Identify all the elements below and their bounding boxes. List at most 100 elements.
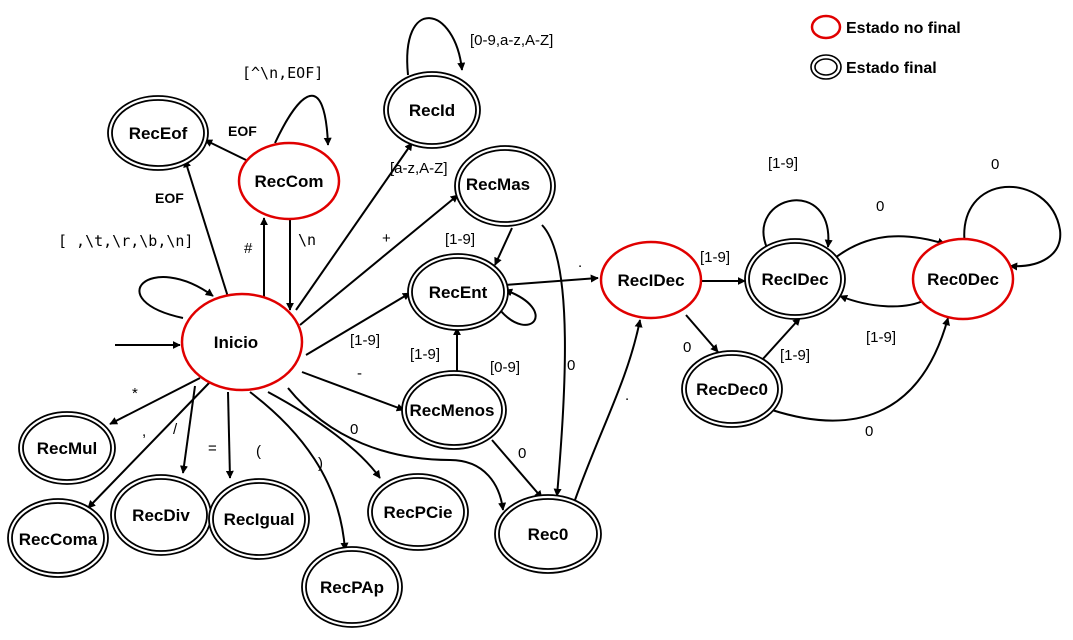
state-recpap[interactable]: RecPAp bbox=[301, 546, 403, 628]
edge-recmas-rec0 bbox=[541, 224, 566, 497]
edge-recdec0-rec0dec bbox=[771, 317, 950, 422]
edge-inicio-recmas bbox=[299, 194, 459, 326]
edge-labels: [ ,\t,\r,\b,\n] EOF EOF [^\n,EOF] # \n [… bbox=[58, 32, 999, 472]
state-label: RecId bbox=[409, 101, 455, 120]
label-recidec-rec0dec: 0 bbox=[876, 198, 884, 215]
label-inicio-reccoma: , bbox=[142, 423, 146, 440]
edge-recent-recidec bbox=[504, 274, 599, 286]
edge-inicio-recpcie bbox=[267, 391, 381, 479]
state-label: RecCom bbox=[255, 172, 324, 191]
edge-inicio-recmul bbox=[109, 377, 201, 425]
state-label: RecPCie bbox=[384, 503, 453, 522]
state-label: RecMas bbox=[466, 175, 530, 194]
edge-inicio-self bbox=[138, 276, 214, 319]
state-recid[interactable]: RecId bbox=[383, 71, 481, 149]
label-reccom-receof: EOF bbox=[228, 123, 257, 139]
label-reccom-self: [^\n,EOF] bbox=[242, 64, 323, 82]
label-recidecnf-recidec: [1-9] bbox=[700, 249, 730, 266]
label-inicio-recigual: = bbox=[208, 440, 217, 457]
label-recdec0-recidec: [1-9] bbox=[780, 347, 810, 364]
edge-recidecnf-recdec0 bbox=[685, 314, 719, 353]
state-recidec-nonfinal[interactable]: RecIDec bbox=[599, 240, 703, 320]
label-inicio-recmas: + bbox=[382, 230, 391, 247]
label-recmas-recent: [1-9] bbox=[445, 231, 475, 248]
edge-rec0dec-self bbox=[963, 186, 1062, 271]
state-reccom[interactable]: RecCom bbox=[237, 141, 341, 221]
edge-recidec-self bbox=[762, 199, 833, 249]
edge-inicio-recpap bbox=[249, 391, 349, 551]
label-reccom-inicio: \n bbox=[298, 231, 316, 249]
edge-inicio-rec0 bbox=[287, 387, 507, 511]
label-recent-self: [0-9] bbox=[490, 359, 520, 376]
edge-recmenos-rec0 bbox=[491, 439, 543, 499]
edge-recent-self bbox=[499, 288, 537, 326]
label-inicio-self: [ ,\t,\r,\b,\n] bbox=[58, 232, 193, 250]
legend-final-symbol bbox=[810, 54, 842, 80]
edge-reccom-receof bbox=[204, 139, 247, 161]
state-label: RecDiv bbox=[132, 506, 190, 525]
state-label: RecMenos bbox=[409, 401, 494, 420]
label-inicio-recpap: ( bbox=[256, 443, 261, 460]
label-recmenos-recent: [1-9] bbox=[410, 346, 440, 363]
label-inicio-recdiv: / bbox=[173, 421, 178, 438]
state-label: RecMul bbox=[37, 439, 97, 458]
state-recmas[interactable]: RecMas bbox=[454, 145, 556, 227]
label-rec0-recidec: . bbox=[625, 387, 629, 404]
state-rec0[interactable]: Rec0 bbox=[494, 494, 602, 574]
label-recmas-rec0: 0 bbox=[567, 357, 575, 374]
label-recid-self: [0-9,a-z,A-Z] bbox=[470, 32, 553, 49]
legend-final-label: Estado final bbox=[846, 60, 937, 77]
label-inicio-receof: EOF bbox=[155, 190, 184, 206]
state-recent[interactable]: RecEnt bbox=[407, 253, 509, 331]
state-label: Rec0Dec bbox=[927, 270, 999, 289]
edge-recid-self bbox=[406, 17, 466, 76]
label-inicio-recid: [a-z,A-Z] bbox=[390, 160, 448, 177]
edge-inicio-recmenos bbox=[301, 371, 405, 412]
state-receof[interactable]: RecEof bbox=[107, 95, 209, 171]
edge-recmas-recent bbox=[494, 227, 513, 266]
state-label: RecEof bbox=[129, 124, 188, 143]
state-recdec0[interactable]: RecDec0 bbox=[681, 350, 783, 428]
state-label: RecEnt bbox=[429, 283, 488, 302]
edge-rec0dec-recidec bbox=[839, 294, 926, 308]
state-recdiv[interactable]: RecDiv bbox=[110, 474, 212, 556]
state-label: Inicio bbox=[214, 333, 258, 352]
state-reccoma[interactable]: RecComa bbox=[7, 498, 109, 578]
edge-inicio-reccoma bbox=[87, 381, 211, 509]
state-recpcie[interactable]: RecPCie bbox=[367, 473, 469, 551]
edge-inicio-receof bbox=[183, 159, 229, 298]
label-recent-recidec: . bbox=[578, 254, 582, 271]
legend-nonfinal-symbol bbox=[810, 14, 842, 40]
edges bbox=[87, 17, 1062, 551]
state-recigual[interactable]: RecIgual bbox=[208, 478, 310, 560]
edge-rec0-recidec bbox=[574, 319, 643, 501]
label-inicio-rec0: 0 bbox=[350, 421, 358, 438]
edge-reccom-self bbox=[274, 94, 332, 146]
label-inicio-recpcie: ) bbox=[318, 455, 323, 472]
state-label: RecIDec bbox=[761, 270, 828, 289]
label-inicio-recmenos: - bbox=[357, 365, 362, 382]
edge-inicio-recent bbox=[305, 292, 411, 356]
edge-inicio-recigual bbox=[225, 391, 234, 479]
edge-recidec-rec0dec bbox=[834, 235, 946, 259]
state-recidec[interactable]: RecIDec bbox=[744, 238, 846, 320]
edge-inicio-recid bbox=[295, 142, 413, 311]
label-recdec0-rec0dec: 0 bbox=[865, 423, 873, 440]
state-recmul[interactable]: RecMul bbox=[18, 411, 116, 485]
label-recidecnf-recdec0: 0 bbox=[683, 339, 691, 356]
state-label: RecIDec bbox=[617, 271, 684, 290]
state-label: RecPAp bbox=[320, 578, 384, 597]
label-rec0dec-recidec: [1-9] bbox=[866, 329, 896, 346]
state-label: Rec0 bbox=[528, 525, 569, 544]
state-rec0dec[interactable]: Rec0Dec bbox=[911, 237, 1015, 321]
edge-inicio-recdiv bbox=[180, 385, 196, 474]
state-label: RecComa bbox=[19, 530, 98, 549]
legend: Estado no final Estado final bbox=[810, 14, 961, 80]
label-inicio-reccom: # bbox=[244, 240, 253, 257]
label-recidec-self: [1-9] bbox=[768, 155, 798, 172]
label-rec0dec-self: 0 bbox=[991, 156, 999, 173]
states: Inicio RecEof RecCom RecId RecMas bbox=[7, 71, 1015, 628]
state-inicio[interactable]: Inicio bbox=[180, 292, 304, 392]
state-recmenos[interactable]: RecMenos bbox=[401, 370, 507, 450]
